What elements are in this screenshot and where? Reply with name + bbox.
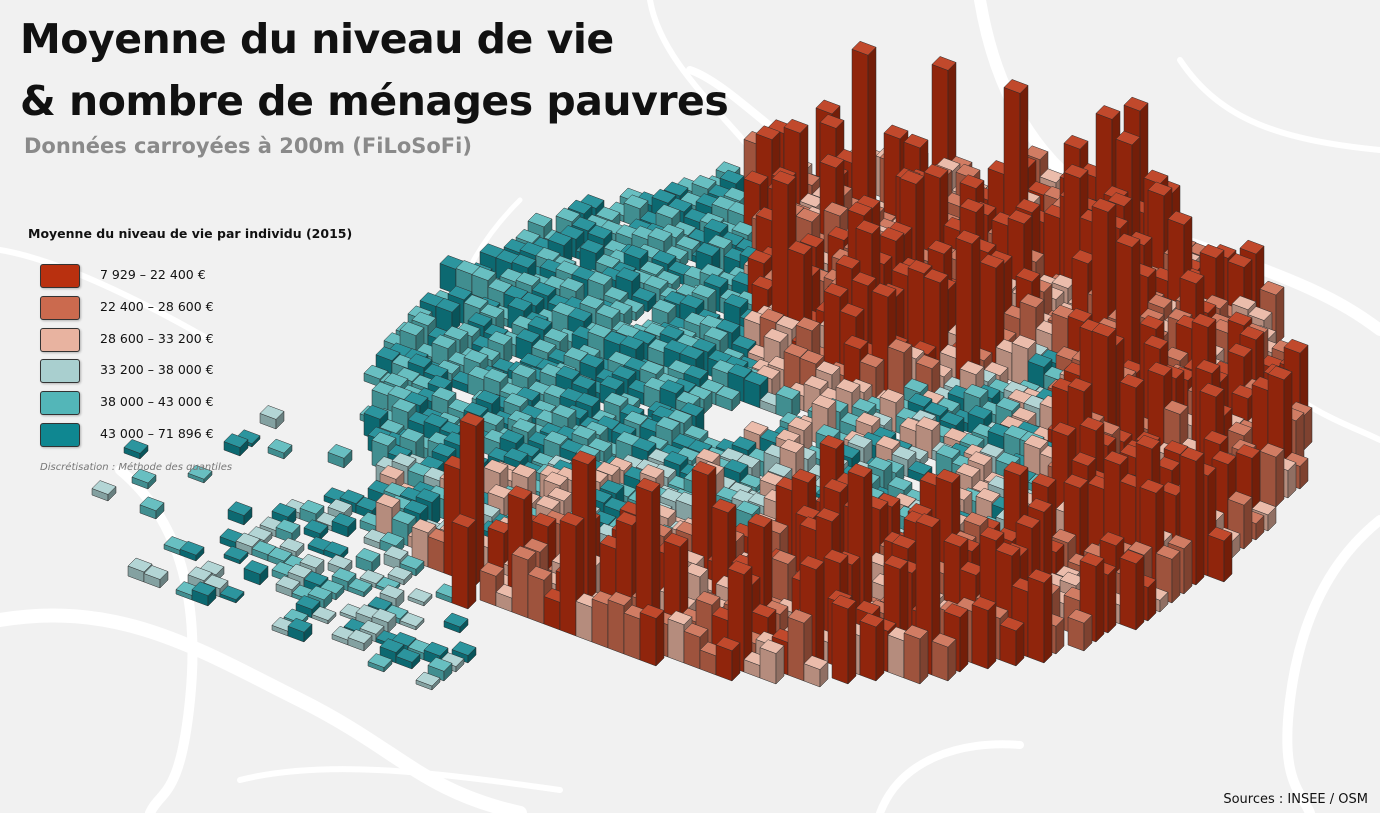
bar-cell [139,496,165,520]
bar-cell [91,480,117,502]
bar-cell [327,444,353,469]
bar-cell [859,612,885,682]
legend-swatch [40,391,80,415]
bar-cell [347,578,373,598]
bar-cell [371,608,397,634]
map-title: Moyenne du niveau de vie & nombre de mén… [20,8,729,132]
bar-cell [955,229,981,394]
bar-cell [143,565,169,589]
bar-cell [639,604,665,667]
title-line-1: Moyenne du niveau de vie [20,15,614,63]
bar-cell [179,540,205,562]
bar-cell [123,439,149,460]
bar-cell [1027,568,1053,664]
bar-cell [1207,526,1233,583]
bar-cell [223,545,249,565]
title-line-2: & nombre de ménages pauvres [20,77,729,125]
basemap-road [237,766,563,793]
bar-cell [1067,608,1093,652]
bar-cell [387,565,413,586]
bar-cell [267,438,293,460]
bar-cell [407,588,433,607]
bar-cells [91,40,1313,691]
bar-cell [831,594,857,685]
bar-cell [187,464,213,484]
bar-cell [295,595,321,619]
bar-cell [415,671,441,691]
legend-label: 22 400 – 28 600 € [100,299,214,314]
bar-cell [331,512,357,538]
source-credit: Sources : INSEE / OSM [1223,792,1368,807]
bar-cell [451,513,477,610]
legend-label: 7 929 – 22 400 € [100,267,206,282]
bar-cell [903,624,929,685]
basemap-road [1297,397,1380,443]
bar-cell [223,433,249,457]
bar-cell [355,547,381,574]
bar-cell [227,501,253,526]
bar-cell [243,560,269,586]
legend-swatch [40,359,80,383]
bar-cell [131,468,157,490]
bar-cell [367,653,393,673]
legend-swatch [40,264,80,288]
bar-cell [803,655,829,688]
legend-swatch [40,328,80,352]
bar-cell [191,581,217,607]
basemap-road [0,608,527,813]
bar-cell [1119,549,1145,631]
bar-cell [759,639,785,685]
basemap-road [115,465,198,813]
bar-cell [971,596,997,670]
legend-note: Discrétisation : Méthode des quantiles [40,462,233,473]
bar-cell [427,657,453,682]
legend: Moyenne du niveau de vie par individu (2… [28,226,353,481]
legend-label: 33 200 – 38 000 € [100,362,214,377]
map-subtitle: Données carroyées à 200m (FiLoSoFi) [24,134,472,158]
bar-cell [347,629,373,652]
basemap-road [1282,515,1380,813]
legend-swatch [40,296,80,320]
basemap-road [0,247,213,343]
legend-label: 43 000 – 71 896 € [100,426,214,441]
bar-cell [287,617,313,643]
basemap-road [876,740,1024,813]
bar-cell [1155,545,1181,604]
bar-cell [219,585,245,604]
bar-cell [931,632,957,682]
bar-cell [259,405,285,430]
bar-cell [999,616,1025,667]
legend-label: 38 000 – 43 000 € [100,394,214,409]
bar-cell [435,297,461,334]
legend-swatch [40,423,80,447]
legend-title: Moyenne du niveau de vie par individu (2… [28,226,353,241]
basemap-road [1177,57,1380,153]
legend-label: 28 600 – 33 200 € [100,331,214,346]
bar-cell [311,606,337,625]
bar-cell [851,40,877,220]
bar-cell [775,385,801,421]
bar-cell [395,648,421,670]
bar-cell [399,612,425,631]
bar-cell [715,636,741,682]
bar-cell [443,612,469,634]
bar-cell [715,385,741,412]
bar-cell [1259,442,1285,508]
